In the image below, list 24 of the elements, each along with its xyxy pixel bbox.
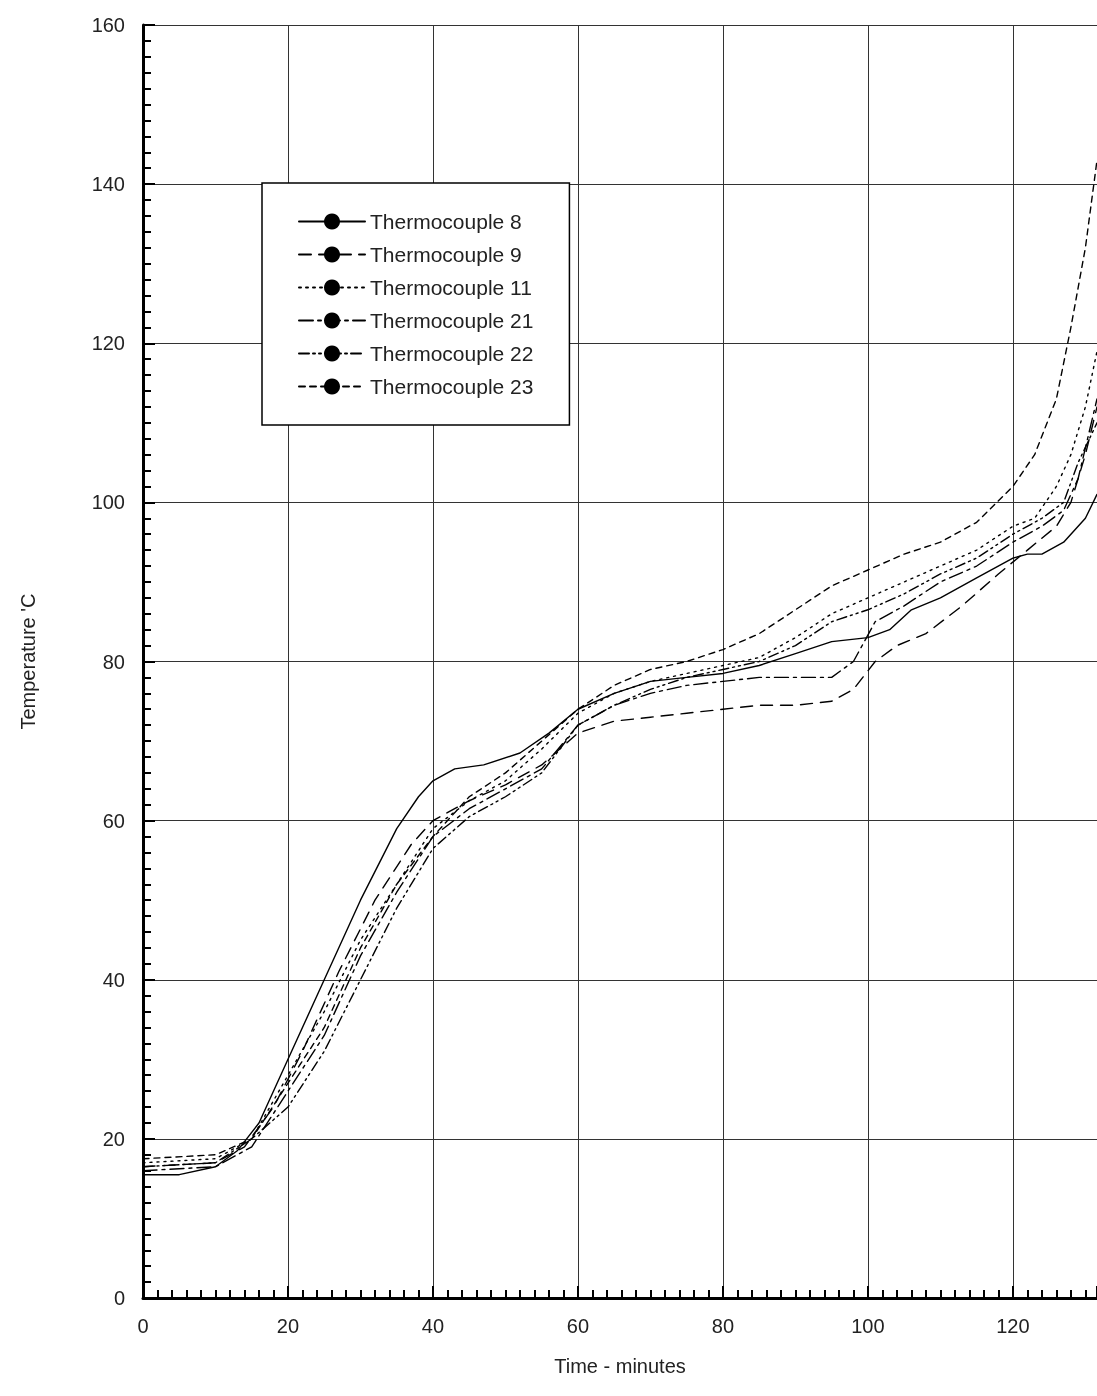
- x-tick-label: 100: [851, 1315, 885, 1337]
- y-tick-label: 40: [102, 968, 125, 991]
- y-tick-label: 100: [91, 491, 125, 514]
- y-tick-label: 20: [102, 1127, 125, 1150]
- x-tick-label: 120: [996, 1315, 1030, 1337]
- x-tick-label: 80: [711, 1315, 735, 1337]
- legend-label: Thermocouple 21: [370, 309, 534, 332]
- x-axis-title: Time - minutes: [554, 1355, 686, 1377]
- y-tick-label: 60: [102, 809, 125, 832]
- legend-label: Thermocouple 22: [370, 342, 534, 365]
- y-tick-label: 80: [102, 650, 125, 673]
- y-tick-label: 160: [91, 14, 125, 36]
- y-tick-label: 0: [113, 1287, 125, 1309]
- legend-label: Thermocouple 11: [370, 276, 532, 299]
- legend-label: Thermocouple 9: [370, 243, 522, 266]
- x-tick-label: 0: [137, 1315, 149, 1337]
- y-tick-label: 140: [91, 173, 125, 196]
- x-tick-label: 40: [421, 1315, 445, 1337]
- y-axis-title: Temperature 'C: [17, 593, 39, 730]
- legend-label: Thermocouple 23: [370, 375, 534, 398]
- legend-label: Thermocouple 8: [370, 210, 522, 233]
- x-tick-label: 60: [566, 1315, 590, 1337]
- y-tick-label: 120: [91, 332, 125, 355]
- x-tick-label: 20: [276, 1315, 300, 1337]
